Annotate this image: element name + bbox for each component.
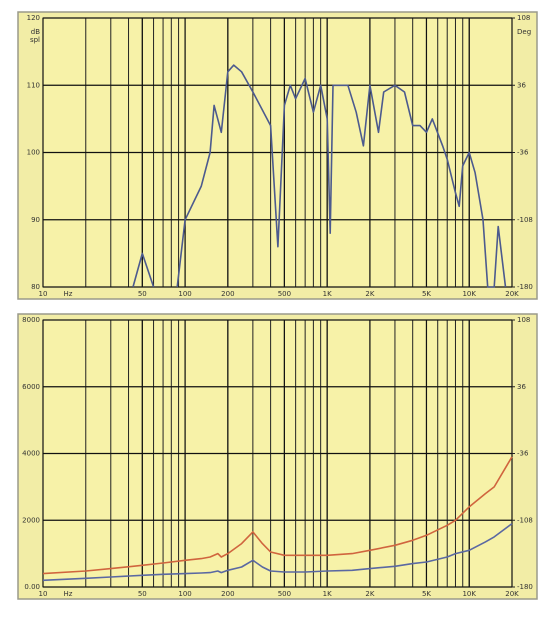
x-tick-label: 100 — [178, 290, 191, 298]
y-tick-label: 120 — [27, 14, 40, 22]
x-tick-label: 10 — [39, 290, 48, 298]
y2-axis-label: Deg — [517, 28, 531, 36]
x-tick-label: 500 — [278, 590, 291, 598]
x-tick-label: 500 — [278, 290, 291, 298]
y-tick-label: 6000 — [22, 383, 40, 391]
y2-tick-label: -180 — [517, 583, 533, 591]
x-tick-label: 1K — [323, 590, 332, 598]
x-tick-label: 20K — [505, 290, 519, 298]
x-axis-label: Hz — [64, 590, 73, 598]
x-tick-label: 10K — [462, 590, 476, 598]
y2-tick-label: -36 — [517, 450, 529, 458]
y2-tick-label: 36 — [517, 81, 526, 89]
y-tick-label: 8000 — [22, 316, 40, 324]
x-tick-label: 1K — [323, 290, 332, 298]
y-axis-label: spl — [30, 36, 40, 44]
x-tick-label: 100 — [178, 590, 191, 598]
y2-tick-label: -180 — [517, 283, 533, 291]
x-tick-label: 50 — [138, 590, 147, 598]
x-axis-label: Hz — [64, 290, 73, 298]
y2-tick-label: -108 — [517, 516, 533, 524]
y2-tick-label: 108 — [517, 316, 530, 324]
y-axis-label: dB — [31, 28, 40, 36]
x-tick-label: 5K — [422, 290, 431, 298]
data-line — [42, 522, 513, 582]
x-tick-label: 5K — [422, 590, 431, 598]
y-tick-label: 100 — [27, 149, 40, 157]
y2-tick-label: -36 — [517, 149, 529, 157]
y-tick-label: 80 — [31, 283, 40, 291]
x-tick-label: 2K — [365, 290, 374, 298]
x-tick-label: 50 — [138, 290, 147, 298]
x-tick-label: 2K — [365, 590, 374, 598]
y-tick-label: 0.00 — [24, 583, 40, 591]
x-tick-label: 20K — [505, 590, 519, 598]
data-line — [132, 64, 507, 288]
x-tick-label: 10 — [39, 590, 48, 598]
y-tick-label: 4000 — [22, 450, 40, 458]
y-tick-label: 110 — [27, 81, 40, 89]
y2-tick-label: 108 — [517, 14, 530, 22]
x-tick-label: 200 — [221, 590, 234, 598]
x-tick-label: 200 — [221, 290, 234, 298]
y2-tick-label: 36 — [517, 383, 526, 391]
data-line — [42, 456, 513, 575]
x-tick-label: 10K — [462, 290, 476, 298]
y-tick-label: 90 — [31, 216, 40, 224]
y2-tick-label: -108 — [517, 216, 533, 224]
y-tick-label: 2000 — [22, 516, 40, 524]
